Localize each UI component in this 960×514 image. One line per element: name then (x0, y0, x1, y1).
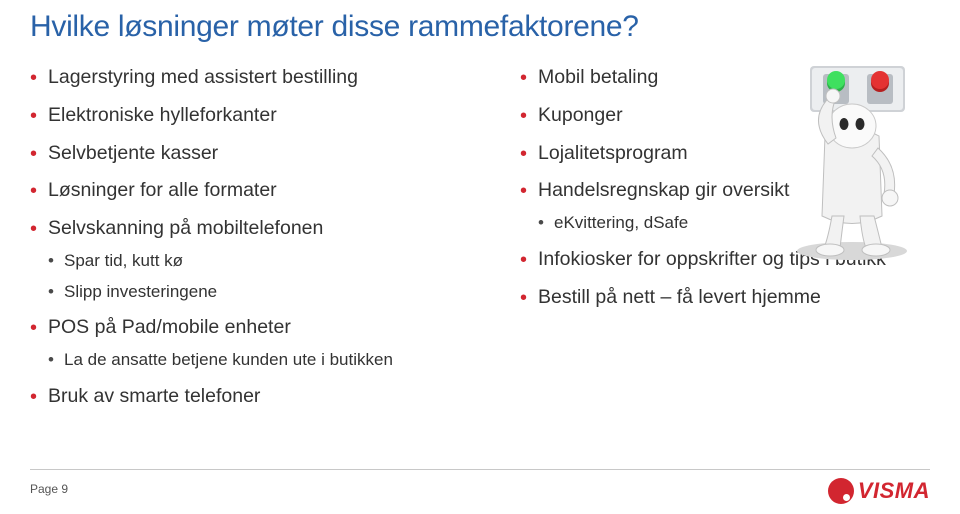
item-text: Selvbetjente kasser (48, 142, 218, 164)
logo-text: VISMA (858, 478, 930, 504)
sub-item: Spar tid, kutt kø (48, 251, 500, 272)
list-item: Lagerstyring med assistert bestilling (30, 66, 500, 90)
sub-list: Spar tid, kutt kø Slipp investeringene (48, 251, 500, 302)
item-text: Lagerstyring med assistert bestilling (48, 66, 358, 88)
hero-image (770, 66, 930, 261)
item-text: Lojalitetsprogram (538, 142, 688, 164)
item-text: Løsninger for alle formater (48, 179, 277, 201)
item-text: Mobil betaling (538, 66, 658, 88)
slide-title: Hvilke løsninger møter disse rammefaktor… (30, 10, 639, 44)
item-text: Elektroniske hylleforkanter (48, 104, 277, 126)
item-text: Bestill på nett – få levert hjemme (538, 286, 821, 308)
sub-item-text: eKvittering, dSafe (554, 213, 688, 232)
item-text: Kuponger (538, 104, 623, 126)
list-item: Elektroniske hylleforkanter (30, 104, 500, 128)
list-item: Løsninger for alle formater (30, 179, 500, 203)
robot-buttons-icon (770, 66, 930, 261)
item-text: POS på Pad/mobile enheter (48, 316, 291, 338)
sub-item: La de ansatte betjene kunden ute i butik… (48, 350, 500, 371)
list-item: Bestill på nett – få levert hjemme (520, 286, 900, 310)
left-column: Lagerstyring med assistert bestilling El… (30, 66, 500, 423)
left-list: Lagerstyring med assistert bestilling El… (30, 66, 500, 409)
list-item: Selvskanning på mobiltelefonen Spar tid,… (30, 217, 500, 302)
sub-item-text: Spar tid, kutt kø (64, 251, 183, 270)
slide: Hvilke løsninger møter disse rammefaktor… (0, 0, 960, 514)
item-text: Bruk av smarte telefoner (48, 385, 260, 407)
page-number: Page 9 (30, 482, 68, 496)
sub-item: Slipp investeringene (48, 282, 500, 303)
sub-item-text: La de ansatte betjene kunden ute i butik… (64, 350, 393, 369)
logo-dot-icon (828, 478, 854, 504)
item-text: Selvskanning på mobiltelefonen (48, 217, 323, 239)
sub-list: La de ansatte betjene kunden ute i butik… (48, 350, 500, 371)
item-text: Handelsregnskap gir oversikt (538, 179, 789, 201)
sub-item-text: Slipp investeringene (64, 282, 217, 301)
list-item: Selvbetjente kasser (30, 142, 500, 166)
footer-divider (30, 469, 930, 470)
list-item: Bruk av smarte telefoner (30, 385, 500, 409)
visma-logo: VISMA (828, 478, 930, 504)
list-item: POS på Pad/mobile enheter La de ansatte … (30, 316, 500, 371)
